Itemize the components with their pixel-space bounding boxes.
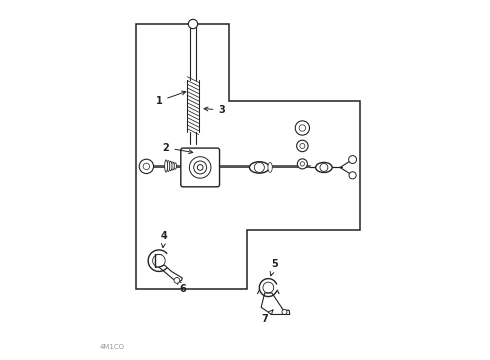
Circle shape xyxy=(349,172,356,179)
Text: 4M1CO: 4M1CO xyxy=(100,344,125,350)
Text: 2: 2 xyxy=(163,143,193,154)
Circle shape xyxy=(190,157,211,178)
Polygon shape xyxy=(136,24,360,289)
Circle shape xyxy=(296,140,308,152)
Ellipse shape xyxy=(167,161,170,171)
Ellipse shape xyxy=(172,162,174,170)
FancyBboxPatch shape xyxy=(181,148,220,187)
Text: 6: 6 xyxy=(177,280,186,294)
Ellipse shape xyxy=(173,163,176,169)
Circle shape xyxy=(139,159,153,174)
Text: 1: 1 xyxy=(155,91,186,106)
Circle shape xyxy=(194,161,207,174)
Ellipse shape xyxy=(165,160,168,172)
Ellipse shape xyxy=(169,161,172,171)
Circle shape xyxy=(143,163,149,170)
Polygon shape xyxy=(261,293,290,315)
Circle shape xyxy=(188,19,197,29)
Circle shape xyxy=(282,310,287,315)
Circle shape xyxy=(174,278,180,283)
Circle shape xyxy=(320,163,328,171)
Circle shape xyxy=(300,143,305,148)
Circle shape xyxy=(299,125,306,131)
Circle shape xyxy=(197,165,203,170)
Circle shape xyxy=(295,121,310,135)
Circle shape xyxy=(300,162,304,166)
Ellipse shape xyxy=(268,162,272,172)
Text: 7: 7 xyxy=(261,310,273,324)
Ellipse shape xyxy=(316,162,332,172)
Circle shape xyxy=(297,159,307,169)
Text: 3: 3 xyxy=(204,105,225,115)
Polygon shape xyxy=(159,265,182,282)
Text: 5: 5 xyxy=(270,259,278,276)
Text: 4: 4 xyxy=(161,231,168,248)
Ellipse shape xyxy=(249,162,269,173)
Circle shape xyxy=(349,156,357,163)
Circle shape xyxy=(254,162,265,172)
